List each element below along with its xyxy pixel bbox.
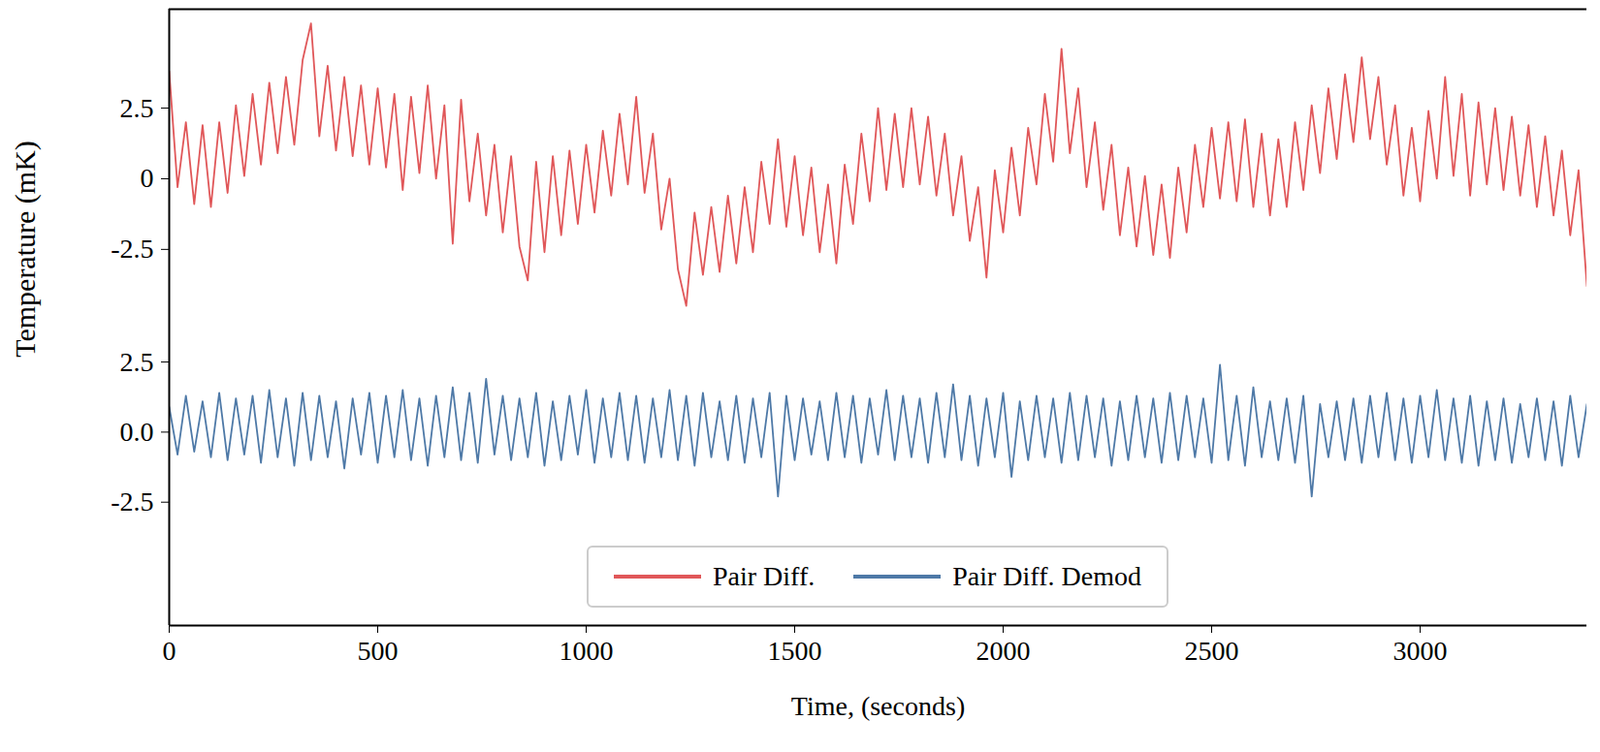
svg-text:0: 0 (162, 636, 177, 667)
svg-text:Temperature (mK): Temperature (mK) (8, 140, 42, 358)
svg-text:1000: 1000 (559, 636, 614, 667)
svg-text:3000: 3000 (1393, 636, 1448, 667)
svg-text:1500: 1500 (768, 636, 823, 667)
svg-text:500: 500 (357, 636, 399, 667)
svg-text:2000: 2000 (976, 636, 1031, 667)
html-text:Pair Diff.: Pair Diff. (712, 561, 815, 592)
html-text:Pair Diff. Demod: Pair Diff. Demod (952, 561, 1142, 592)
svg-text:Time, (seconds): Time, (seconds) (791, 691, 965, 722)
svg-text:2.5: 2.5 (120, 347, 155, 378)
svg-text:0: 0 (140, 162, 155, 193)
svg-text:2.5: 2.5 (120, 93, 155, 124)
svg-text:-2.5: -2.5 (110, 233, 154, 264)
svg-text:-2.5: -2.5 (110, 486, 154, 517)
svg-text:0.0: 0.0 (120, 416, 155, 448)
svg-text:2500: 2500 (1184, 636, 1240, 667)
